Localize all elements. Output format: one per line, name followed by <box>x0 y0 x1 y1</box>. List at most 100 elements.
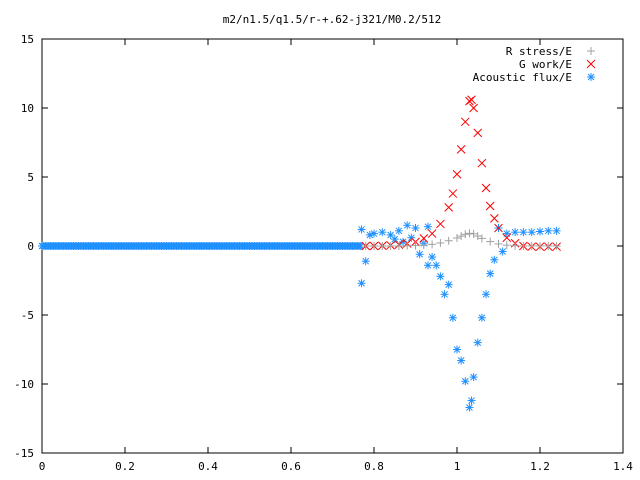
y-tick-label: -5 <box>21 309 34 322</box>
series-point <box>370 242 378 250</box>
series-point <box>486 269 495 278</box>
series-point <box>411 224 420 233</box>
series-0 <box>361 229 561 250</box>
series-point <box>357 225 366 234</box>
series-point <box>444 203 454 212</box>
y-tick-label: -15 <box>14 447 34 460</box>
series-point <box>494 239 503 248</box>
x-tick-label: 1 <box>454 460 461 473</box>
series-point <box>544 226 553 235</box>
legend-marker <box>586 59 596 69</box>
series-point <box>403 221 412 230</box>
series-point <box>519 242 528 250</box>
series-point <box>423 222 432 231</box>
series-point <box>536 227 544 236</box>
legend-marker <box>587 47 595 55</box>
series-point <box>415 250 424 259</box>
series-point <box>444 280 453 289</box>
series-point <box>477 158 487 168</box>
series-point <box>469 373 478 382</box>
series-point <box>386 242 395 250</box>
series-point <box>481 183 491 193</box>
series-point <box>461 230 470 239</box>
series-point <box>527 242 536 250</box>
series-point <box>527 228 536 237</box>
series-point <box>361 257 370 266</box>
series-point <box>552 226 561 235</box>
series-point <box>378 228 387 237</box>
series-point <box>473 232 482 241</box>
plot-area: 0 0.2 0.4 0.6 0.8 1 1.2 1.4 -15 -10 -5 0 5 10 15 <box>14 33 633 473</box>
series-point <box>411 241 420 250</box>
y-tick-label: 0 <box>27 240 34 253</box>
series-point <box>490 255 499 264</box>
series-point <box>477 313 486 322</box>
y-tick-label: -10 <box>14 378 34 391</box>
series-2 <box>38 221 561 412</box>
x-tick-label: 1.4 <box>613 460 633 473</box>
y-tick-label: 15 <box>21 33 34 46</box>
series-point <box>403 241 412 250</box>
series-point <box>465 229 474 238</box>
series-1 <box>361 95 561 252</box>
series-point <box>519 228 528 237</box>
series-point <box>477 234 486 243</box>
series-point <box>502 229 511 238</box>
y-tick-label: 10 <box>21 102 34 115</box>
x-tick-label: 1.2 <box>530 460 550 473</box>
legend-label: G work/E <box>519 58 572 71</box>
series-point <box>428 240 437 249</box>
series-point <box>502 241 511 250</box>
series-point <box>456 145 466 154</box>
series-point <box>461 377 470 386</box>
series-point <box>448 313 457 322</box>
series-point <box>428 253 437 262</box>
legend-marker <box>587 73 595 81</box>
series-point <box>536 242 544 250</box>
series-point <box>423 261 432 270</box>
series-point <box>453 345 461 354</box>
series-point <box>457 356 466 365</box>
series-point <box>486 237 495 246</box>
series-point <box>390 235 399 244</box>
series-point <box>394 226 403 235</box>
legend-label: Acoustic flux/E <box>473 71 572 84</box>
series-point <box>419 241 428 250</box>
series-point <box>419 234 429 243</box>
series-point <box>494 223 503 233</box>
series-point <box>511 241 520 250</box>
x-tick-label: 0.6 <box>281 460 301 473</box>
series-point <box>357 279 366 288</box>
series-point <box>436 219 445 229</box>
series-point <box>460 117 470 127</box>
series-point <box>473 338 482 347</box>
series-point <box>432 261 441 270</box>
y-tick-label: 5 <box>27 171 34 184</box>
series-point <box>378 242 387 250</box>
series-point <box>552 242 561 250</box>
series-point <box>427 229 437 238</box>
series-point <box>436 238 445 247</box>
series-point <box>457 232 466 241</box>
series-point <box>482 290 491 299</box>
axis-ticks: 0 0.2 0.4 0.6 0.8 1 1.2 1.4 -15 -10 -5 0 5 10 15 <box>14 33 633 473</box>
series-point <box>469 229 478 238</box>
series-point <box>511 228 520 237</box>
series-point <box>489 214 499 223</box>
series-point <box>444 236 453 245</box>
series-point <box>386 230 395 239</box>
x-tick-label: 0 <box>39 460 46 473</box>
series-point <box>467 396 476 405</box>
series-point <box>370 229 378 238</box>
series-point <box>502 233 512 243</box>
series-point <box>436 272 445 281</box>
series-point <box>440 290 449 299</box>
x-tick-label: 0.4 <box>198 460 218 473</box>
series-point <box>469 103 478 113</box>
series-point <box>448 189 458 198</box>
series-layer <box>38 95 561 412</box>
chart-title: m2/n1.5/q1.5/r-+.62-j321/M0.2/512 <box>223 13 442 26</box>
x-tick-label: 0.2 <box>115 460 135 473</box>
